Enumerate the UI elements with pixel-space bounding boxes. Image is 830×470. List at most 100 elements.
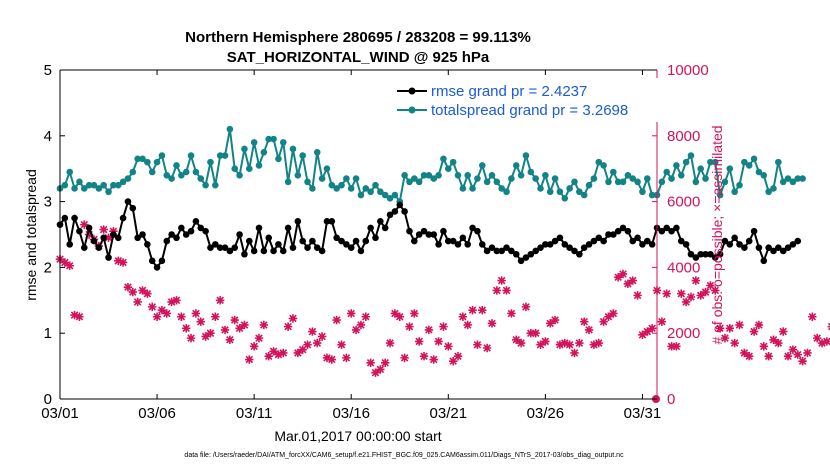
totalspread-point	[338, 181, 345, 189]
totalspread-point	[512, 162, 520, 169]
rmse-point	[236, 231, 243, 238]
legend-spread-marker	[408, 106, 416, 114]
rmse-point	[731, 234, 738, 242]
rmse-point	[270, 247, 277, 255]
totalspread-point	[648, 191, 656, 199]
obs-count-point	[317, 332, 327, 341]
totalspread-point	[634, 178, 641, 186]
obs-count-point	[298, 345, 307, 354]
rmse-point	[464, 241, 472, 248]
totalspread-point	[590, 175, 598, 182]
totalspread-point	[110, 181, 117, 189]
obs-count-point	[196, 317, 205, 326]
totalspread-point	[425, 171, 433, 179]
obs-count-point	[677, 289, 686, 298]
obs-count-point	[308, 327, 317, 336]
totalspread-point	[619, 178, 627, 186]
obs-count-point	[526, 329, 536, 338]
totalspread-point	[95, 185, 103, 192]
obs-count-point	[215, 296, 225, 305]
totalspread-point	[673, 162, 680, 169]
obs-count-point	[254, 333, 264, 343]
obs-count-point	[711, 286, 720, 295]
rmse-point	[114, 234, 122, 242]
totalspread-point	[663, 168, 671, 176]
rmse-point	[80, 244, 88, 251]
rmse-point	[430, 231, 438, 238]
obs-count-point	[264, 352, 273, 361]
totalspread-point	[440, 155, 447, 163]
rmse-point	[658, 227, 666, 235]
rmse-point	[124, 198, 132, 205]
obs-count-point	[322, 353, 332, 363]
totalspread-point	[275, 155, 282, 163]
totalspread-point	[677, 171, 685, 179]
obs-count-point	[817, 338, 827, 348]
obs-count-point	[681, 297, 691, 307]
rmse-point	[202, 227, 209, 235]
totalspread-point	[493, 178, 501, 186]
obs-count-point	[812, 333, 822, 343]
totalspread-point	[789, 178, 797, 186]
totalspread-point	[178, 171, 185, 179]
rmse-point	[488, 244, 496, 251]
rmse-point	[551, 237, 559, 245]
rmse-point	[789, 241, 797, 248]
totalspread-point	[576, 188, 583, 196]
rmse-point	[357, 247, 365, 255]
obs-count-point	[269, 347, 278, 356]
obs-count-point	[390, 309, 400, 318]
obs-count-point	[701, 287, 710, 297]
totalspread-point	[639, 188, 646, 196]
totalspread-point	[546, 188, 554, 196]
rmse-point	[580, 244, 588, 251]
totalspread-point	[488, 171, 496, 179]
rmse-point	[741, 244, 748, 251]
totalspread-point	[595, 158, 603, 166]
totalspread-point	[85, 181, 93, 189]
rmse-point	[187, 227, 195, 235]
totalspread-point	[250, 139, 258, 146]
obs-count-point	[754, 320, 764, 330]
obs-count-point	[531, 329, 540, 338]
rmse-point	[367, 224, 374, 232]
totalspread-point	[498, 185, 505, 192]
rmse-point	[212, 241, 219, 248]
rmse-point	[663, 224, 671, 232]
rmse-point	[343, 241, 350, 248]
rmse-point	[639, 241, 646, 248]
obs-count-point	[546, 319, 555, 328]
obs-count-point	[303, 340, 312, 349]
totalspread-point	[755, 168, 763, 176]
obs-count-point	[643, 327, 652, 336]
obs-count-point	[715, 324, 725, 333]
rmse-point	[508, 247, 515, 255]
obs-count-point	[361, 312, 370, 321]
obs-count-point	[293, 348, 303, 358]
rmse-point	[643, 237, 651, 245]
obs-count-point	[633, 291, 642, 300]
rmse-point	[449, 237, 457, 245]
obs-count-point	[225, 335, 235, 344]
totalspread-point	[66, 168, 74, 176]
rmse-point	[396, 201, 404, 209]
obs-count-point	[536, 340, 545, 349]
obs-count-point	[220, 325, 230, 335]
rmse-point	[250, 247, 258, 255]
obs-count-point	[128, 287, 138, 297]
obs-count-point	[206, 329, 215, 338]
rmse-point	[469, 224, 476, 232]
totalspread-point	[566, 185, 573, 192]
obs-count-point	[114, 256, 123, 266]
obs-count-point	[686, 292, 696, 302]
obs-count-point	[230, 315, 239, 325]
rmse-point	[168, 231, 175, 238]
obs-count-point	[211, 312, 220, 321]
legend: rmse grand pr = 2.4237 totalspread grand…	[393, 78, 671, 122]
totalspread-point	[255, 162, 263, 169]
rmse-point	[309, 237, 316, 245]
plot-area: 03/01 03/06 03/11 03/16 03/21 03/26 03/31 0 1 2 3 4…	[41, 62, 830, 422]
obs-count-point	[458, 312, 468, 321]
obs-count-point	[152, 312, 162, 321]
obs-count-point	[424, 325, 434, 335]
